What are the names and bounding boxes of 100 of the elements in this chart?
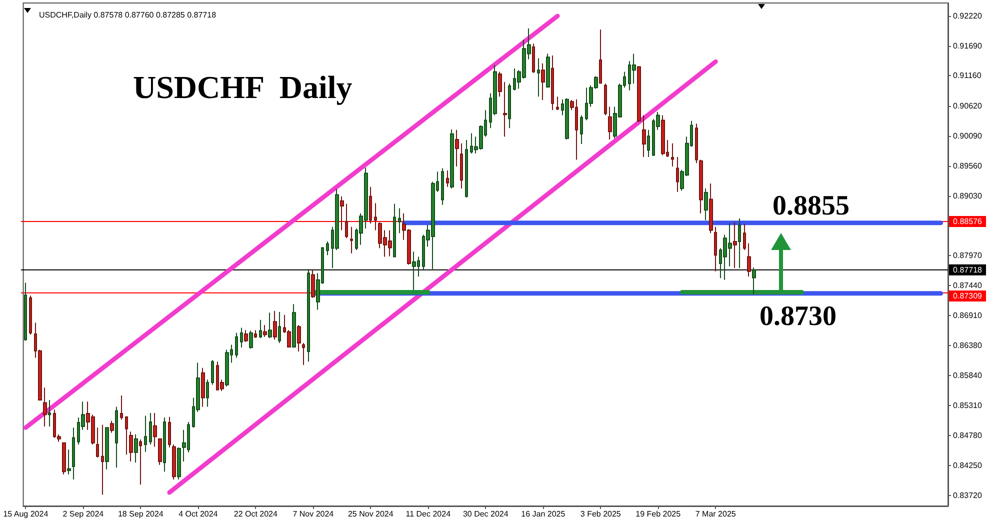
candlestick (115, 406, 118, 468)
candlestick (503, 81, 507, 138)
candlestick (211, 359, 214, 386)
candlestick (144, 415, 147, 452)
candlestick (647, 129, 650, 158)
candlestick (556, 96, 559, 111)
candlestick (110, 420, 114, 434)
y-tick-label: 0.84780 (953, 431, 982, 440)
candlestick (599, 29, 602, 84)
candlestick (393, 203, 396, 258)
y-tick-label: 0.90090 (953, 132, 982, 141)
candlestick (695, 123, 698, 164)
candlestick (714, 226, 717, 272)
candlestick (297, 324, 301, 352)
candlestick (565, 98, 569, 140)
candlestick (240, 327, 243, 348)
candlestick (498, 71, 502, 98)
x-tick-label: 7 Mar 2025 (695, 510, 736, 518)
candlestick (101, 424, 104, 496)
candlestick (273, 310, 277, 340)
candlestick (129, 431, 133, 462)
x-tick-label: 15 Aug 2024 (3, 510, 49, 518)
candlestick (268, 312, 272, 338)
x-tick-label: 19 Feb 2025 (636, 510, 682, 518)
y-tick-label: 0.87440 (953, 281, 982, 290)
text: USDCHF,Daily 0.87578 0.87760 0.87285 0.87718 (39, 10, 217, 20)
candlestick (412, 251, 416, 291)
candlestick (24, 282, 27, 342)
y-tick-label: 0.90620 (953, 102, 982, 111)
candlestick (637, 66, 641, 122)
y-tick-label: 0.85310 (953, 401, 982, 410)
y-tick-label: 0.84250 (953, 460, 982, 470)
candlestick (29, 295, 32, 336)
candlestick (608, 106, 612, 140)
candlestick (604, 83, 607, 116)
y-tick-label: 0.86380 (953, 340, 982, 350)
candlestick (139, 438, 142, 486)
x-tick-label: 2 Sep 2024 (62, 510, 104, 518)
candlestick (158, 438, 162, 466)
candlestick (743, 224, 746, 250)
candlestick (67, 449, 71, 475)
candlestick (747, 242, 751, 277)
y-tick-label: 0.92220 (953, 11, 982, 20)
candlestick (153, 412, 157, 448)
candlestick (532, 43, 535, 74)
y-tick-label: 0.91160 (953, 71, 982, 80)
candlestick (259, 319, 262, 338)
candlestick (201, 367, 205, 408)
candlestick (340, 196, 344, 231)
candlestick (369, 186, 372, 224)
candlestick (168, 416, 171, 448)
y-tick-label: 0.86910 (953, 310, 982, 320)
candlestick (446, 170, 449, 188)
y-tick-label: 0.89560 (953, 161, 982, 170)
x-tick-label: 4 Oct 2024 (178, 510, 218, 518)
candlestick (345, 203, 348, 239)
candlestick (642, 114, 646, 158)
candlestick (541, 62, 545, 100)
candlestick (278, 312, 281, 344)
candlestick (508, 83, 511, 129)
candlestick (43, 387, 47, 427)
ref-line-label: 0.87718 (953, 265, 983, 274)
candlestick (149, 412, 152, 446)
candlestick (172, 444, 176, 480)
candlestick (249, 330, 253, 350)
candlestick (676, 156, 679, 192)
x-tick-label: 11 Dec 2024 (406, 510, 452, 518)
y-tick-label: 0.91690 (953, 41, 982, 50)
x-tick-label: 7 Nov 2024 (292, 510, 334, 518)
candlestick (263, 324, 267, 338)
candlestick (738, 218, 741, 269)
candlestick (661, 114, 665, 156)
candlestick (96, 427, 99, 458)
x-tick-label: 18 Sep 2024 (118, 510, 164, 518)
candlestick (752, 266, 756, 295)
candlestick (671, 142, 674, 168)
x-tick-label: 16 Jan 2025 (521, 510, 566, 518)
x-tick-label: 25 Nov 2024 (348, 510, 394, 518)
candlestick (537, 58, 540, 98)
candlestick (244, 330, 248, 342)
candlestick (177, 446, 181, 480)
candlestick (460, 142, 463, 190)
x-tick-label: 30 Dec 2024 (462, 510, 509, 518)
candlestick (72, 427, 75, 480)
y-tick-label: 0.83720 (953, 490, 982, 500)
candlestick (551, 54, 554, 111)
y-tick-label: 0.89030 (953, 191, 982, 200)
candlestick (235, 332, 238, 358)
candlestick (699, 159, 703, 214)
candlestick (350, 226, 353, 254)
candlestick (374, 202, 377, 231)
candlestick (125, 416, 128, 456)
ref-line-label: 0.87309 (953, 292, 983, 301)
candlestick (120, 394, 123, 420)
x-tick-label: 22 Oct 2024 (234, 510, 278, 518)
candlestick (206, 379, 209, 408)
candlestick (254, 330, 257, 338)
candlestick (307, 268, 310, 362)
candlestick (48, 399, 51, 427)
candlestick (455, 129, 459, 168)
